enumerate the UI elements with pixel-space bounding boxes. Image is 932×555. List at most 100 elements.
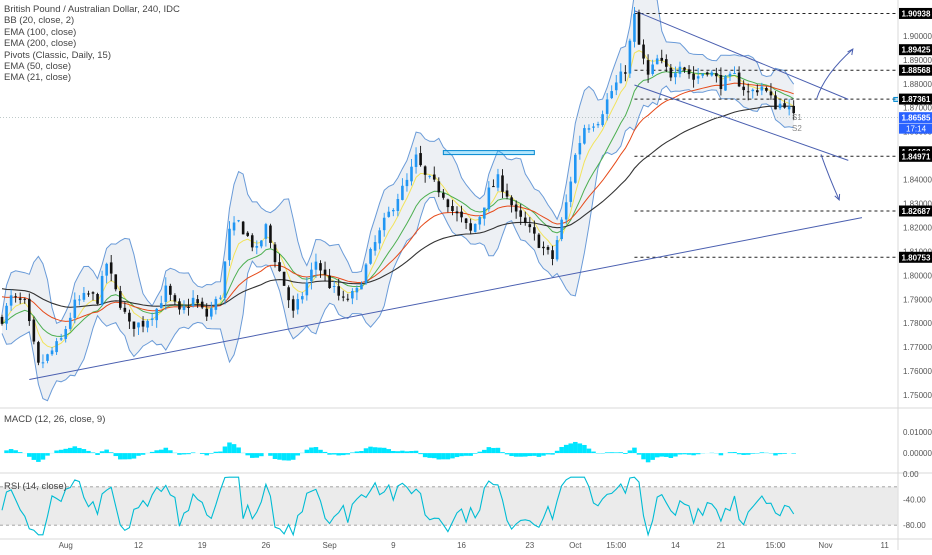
candle-body [778, 103, 782, 109]
countdown-badge [899, 123, 932, 134]
price-level-badge [899, 64, 932, 76]
rsi-tick-label: -40.00 [903, 496, 926, 505]
price-tick-label: 1.90000 [903, 32, 932, 41]
candle-body [164, 285, 168, 302]
candle-body [264, 224, 268, 239]
candle-body [68, 317, 72, 329]
candle-body [464, 218, 468, 223]
candle-body [737, 72, 741, 87]
candle-body [696, 76, 700, 79]
ema100-line [1, 82, 794, 322]
candle-body [87, 293, 90, 295]
projection-arrow-head [834, 193, 841, 201]
price-tick-label: 1.83000 [903, 200, 932, 209]
candle-body [91, 292, 95, 294]
candle-body [305, 282, 309, 296]
candle-body [496, 174, 500, 188]
rsi-band [0, 486, 898, 526]
candle-body [642, 44, 645, 59]
candle-body [596, 124, 600, 126]
candle-body [410, 166, 413, 182]
candle-body [141, 320, 145, 327]
candle-body [237, 220, 240, 222]
candle-body [669, 67, 673, 78]
time-tick-label: 23 [525, 541, 534, 550]
candle-body [200, 301, 204, 308]
candle-body [173, 295, 177, 302]
candle-body [250, 235, 254, 248]
candle-body [210, 308, 213, 317]
candle-body [219, 297, 222, 299]
candle-body [355, 288, 359, 293]
candle-body [373, 242, 377, 251]
candle-body [287, 287, 290, 301]
price-level-badge [899, 150, 932, 162]
candle-body [282, 271, 286, 286]
candle-body [23, 298, 27, 300]
candle-body [546, 247, 550, 250]
candle-body [501, 175, 504, 192]
candle-body [255, 246, 259, 248]
candle-body [310, 269, 313, 282]
candle-body [760, 86, 764, 91]
candle-body [619, 71, 623, 84]
candle-body [369, 248, 372, 264]
candle-body [55, 341, 58, 353]
rsi-pane [0, 476, 898, 537]
candle-body [269, 225, 272, 243]
candle-body [396, 199, 400, 211]
candle-body [551, 250, 554, 259]
candle-body [78, 299, 81, 301]
price-level-badge [899, 93, 932, 105]
candle-body [9, 295, 13, 306]
pivot-label: S2 [792, 124, 802, 133]
price-tick-label: 1.88000 [903, 80, 932, 89]
candle-body [378, 230, 381, 244]
candle-body [683, 67, 686, 70]
candle-body [769, 91, 773, 96]
candle-body [41, 362, 45, 364]
candle-body [241, 221, 245, 235]
price-tick-label: 1.82000 [903, 223, 932, 232]
candle-body [719, 75, 723, 90]
candle-body [214, 298, 218, 310]
time-tick-label: Aug [59, 541, 73, 550]
candle-body [724, 76, 727, 91]
time-tick-label: 9 [391, 541, 396, 550]
candle-body [428, 175, 431, 177]
rsi-legend: RSI (14, close) [4, 481, 67, 492]
price-tick-label: 1.77000 [903, 343, 932, 352]
candle-body [592, 126, 595, 128]
macd-tick-label: 0.01000 [903, 428, 932, 437]
candle-body [123, 307, 127, 312]
price-level-badge [899, 205, 932, 217]
candle-body [223, 261, 227, 298]
price-tick-label: 1.79000 [903, 295, 932, 304]
candle-body [442, 193, 445, 198]
candle-body [5, 305, 8, 324]
candle-body [555, 240, 559, 260]
time-tick-label: 16 [457, 541, 466, 550]
candle-body [159, 303, 163, 309]
candle-body [232, 222, 236, 231]
price-tick-label: 1.89000 [903, 56, 932, 65]
candle-body [382, 217, 386, 231]
candle-body [46, 354, 49, 361]
projection-arrow [820, 154, 840, 201]
candle-body [537, 234, 541, 248]
candle-body [414, 154, 418, 167]
candle-body [419, 153, 422, 166]
candle-body [392, 209, 395, 212]
candle-body [756, 90, 759, 93]
candle-body [28, 298, 31, 322]
bollinger-lower-line [1, 85, 794, 402]
candle-body [437, 181, 441, 193]
candle-body [323, 269, 327, 275]
trendline [634, 84, 849, 161]
candle-body [332, 286, 336, 288]
price-level-badge-text: 1.88568 [902, 66, 931, 75]
time-tick-label: 19 [198, 541, 207, 550]
